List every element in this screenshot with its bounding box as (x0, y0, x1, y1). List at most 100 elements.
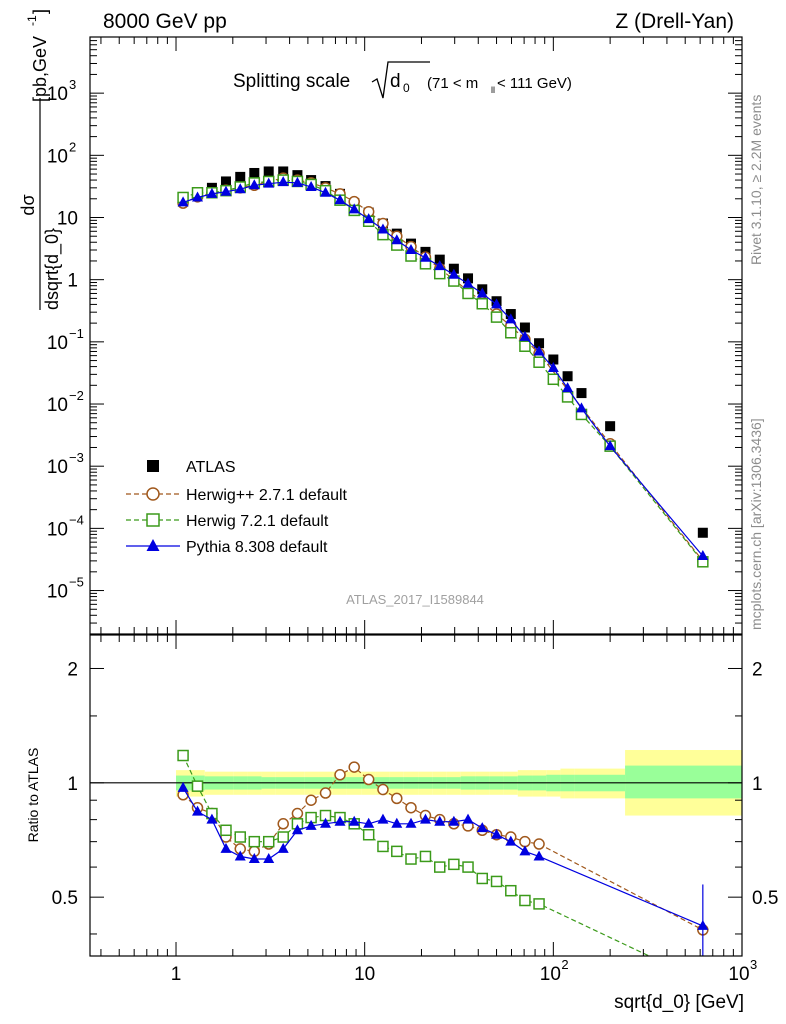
main-series-3-point (562, 382, 574, 393)
legend-label-3: Pythia 8.308 default (186, 539, 328, 556)
y-tick-label: 10 (57, 208, 78, 229)
ratio-series-1-point (248, 835, 261, 848)
main-series-3-point (519, 330, 531, 341)
main-series-3-point (263, 177, 275, 188)
ratio-series-1-point (362, 828, 375, 841)
ratio-series-2-point (491, 828, 503, 839)
main-series-3-point (348, 203, 360, 214)
main-series-3-point (220, 185, 232, 196)
legend-marker-0 (147, 460, 159, 472)
ratio-series-2-point (363, 817, 375, 828)
ratio-series-2-point (697, 919, 709, 930)
main-series-3-point (448, 268, 460, 279)
ratio-series-2-point (277, 842, 289, 853)
ratio-series-0-point (519, 835, 531, 848)
ratio-series-1-point (177, 749, 189, 762)
y-tick-label: 10 (47, 519, 68, 540)
ratio-series-0-point (277, 818, 289, 830)
main-series-3-point (377, 223, 389, 234)
energy-label: 8000 GeV pp (103, 10, 227, 33)
main-series-3-point (320, 186, 332, 197)
ratio-series-1-point (419, 850, 432, 863)
legend-marker-3 (146, 539, 160, 551)
main-series-0-point (534, 338, 545, 349)
main-series-0-point (605, 421, 616, 432)
ratio-series-0-point (405, 801, 417, 814)
ratio-series-2-point (391, 817, 403, 828)
main-series-3-point (405, 244, 417, 255)
main-series-3-point (697, 549, 709, 560)
ratio-series-0-point (533, 838, 545, 850)
ratio-series-0-point (334, 769, 346, 781)
ratio-series-2-point (519, 845, 531, 856)
x-tick-label-exponent: 2 (561, 957, 568, 972)
main-title-text: Splitting scale (233, 71, 350, 92)
ratio-series-0-point (362, 773, 375, 786)
ratio-series-2-point (305, 819, 317, 830)
ratio-series-2-point (476, 822, 488, 833)
ratio-series-0-point (377, 783, 389, 796)
ratio-series-1-point (277, 831, 289, 843)
main-series-3-point (248, 179, 260, 190)
ratio-series-2-point (206, 813, 218, 824)
process-label: Z (Drell-Yan) (615, 10, 734, 33)
main-series-0-point (519, 322, 530, 333)
main-series-2-point (547, 373, 560, 386)
main-series-0-point (249, 167, 260, 178)
main-title-range-end: < 111 GeV) (497, 75, 572, 92)
ratio-series-2-point (320, 817, 332, 828)
ratio-y-tick-label-right: 2 (752, 659, 763, 680)
y-tick-label: 1 (67, 271, 78, 292)
main-series-2-point (490, 311, 503, 323)
ratio-series-1-point (519, 894, 531, 907)
ratio-series-2-point (419, 813, 431, 824)
legend-marker-1 (146, 487, 160, 501)
ratio-series-1-point (191, 780, 204, 792)
main-series-3-point (547, 361, 559, 372)
main-series-1-line (182, 177, 704, 562)
ratio-series-1-point (434, 861, 446, 873)
ratio-ylabel: Ratio to ATLAS (25, 748, 41, 843)
main-series-3-point (177, 196, 189, 207)
y-tick-label: 10 (47, 333, 68, 354)
y-tick-label-exponent: −3 (69, 450, 84, 465)
ratio-series-2-point (405, 817, 417, 828)
ratio-series-2-point (291, 824, 303, 835)
main-series-3-point (419, 251, 431, 262)
ylabel-numerator: dσ (18, 194, 38, 215)
x-tick-label-exponent: 3 (750, 957, 757, 972)
ratio-series-2-point (448, 815, 460, 826)
main-series-2-point (462, 287, 474, 300)
legend-label-2: Herwig 7.2.1 default (186, 513, 329, 530)
main-title-range-sub: ll (491, 85, 495, 95)
y-tick-label: 10 (47, 84, 68, 105)
main-series-2-point (476, 297, 489, 310)
ratio-series-1-point (448, 858, 460, 871)
x-tick-label: 1 (171, 964, 182, 985)
ylabel-units: [pb,GeV (30, 36, 50, 102)
main-series-3-point (305, 180, 317, 191)
legend-marker-2 (146, 513, 160, 527)
ratio-y-tick-label-right: 1 (752, 774, 763, 795)
main-series-group (177, 166, 709, 568)
mcplots-label: mcplots.cern.ch [arXiv:1306.3436] (748, 418, 764, 630)
ratio-series-2-point (377, 813, 389, 824)
analysis-watermark: ATLAS_2017_I1589844 (346, 592, 484, 607)
ratio-series-1-point (234, 831, 246, 843)
x-tick-label: 10 (540, 964, 561, 985)
main-title-sqrt-d: d (390, 71, 401, 92)
ratio-series-2-point (348, 815, 360, 826)
main-series-2-point (505, 327, 517, 339)
main-title-sqrt-sub: 0 (403, 81, 410, 95)
ratio-y-tick-label-right: 0.5 (752, 888, 778, 909)
y-tick-label-exponent: −4 (69, 512, 84, 527)
y-tick-label: 10 (47, 146, 68, 167)
main-series-3-point (505, 313, 517, 324)
ylabel-units-end: ] (30, 9, 50, 14)
y-tick-label: 10 (47, 457, 68, 478)
ratio-series-0-point (319, 787, 332, 799)
ratio-series-2-point (505, 835, 517, 846)
ratio-series-0-point (391, 792, 403, 805)
